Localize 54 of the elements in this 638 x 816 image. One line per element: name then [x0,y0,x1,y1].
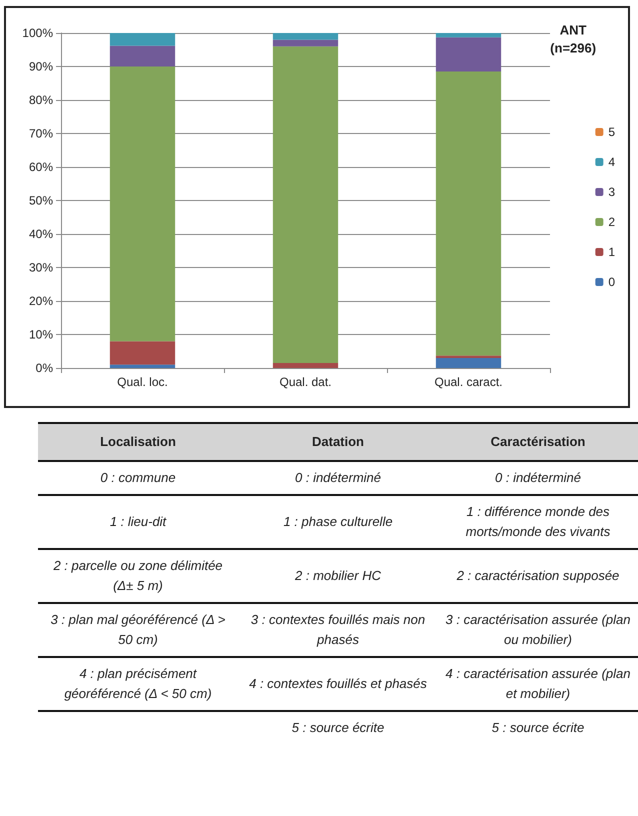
bar [110,364,176,368]
y-tick-label: 30% [28,260,54,274]
bar [436,72,502,356]
legend-label: 2 [608,215,616,229]
legend-label: 5 [608,125,616,139]
y-tick-label: 0% [36,361,54,375]
text: 3 : caractérisation assurée (plan ou mobilier) [444,611,632,649]
text: 1 : lieu-dit [108,513,168,531]
x-tick-label: Qual. dat. [279,375,332,389]
text: 5 : source écrite [490,719,586,737]
y-tick-label: 80% [28,93,54,107]
legend-label: 4 [608,155,616,169]
text: 4 : caractérisation assurée (plan et mobilier) [444,665,632,703]
text: 3 : contextes fouillés mais non phasés [250,611,426,649]
bar [110,46,176,66]
text: Localisation [99,433,177,451]
bar [436,33,502,38]
bar [272,33,338,40]
legend-label: 3 [608,185,616,199]
text: 0 : commune [99,469,177,487]
text: 4 : contextes fouillés et phasés [248,675,428,693]
legend-title: ANT (n=296) [550,22,596,56]
bar [436,358,502,368]
text: 4 : plan précisément géoréférencé (Δ < 50 cm) [63,665,213,703]
text: 1 : phase culturelle [282,513,394,531]
text: 2 : parcelle ou zone délimitée (Δ± 5 m) [52,557,224,595]
bar [110,33,176,46]
text: 0 : indéterminé [294,469,382,487]
bar [272,362,338,368]
bar [110,66,176,342]
y-tick-label: 40% [28,227,54,241]
bar [272,40,338,46]
y-tick-label: 100% [22,26,54,40]
legend-label: 0 [608,275,616,289]
bar [272,46,338,363]
legend-label: 1 [608,245,616,259]
bar [110,341,176,365]
y-tick-label: 50% [28,194,54,208]
y-tick-label: 70% [28,126,54,140]
text: 2 : caractérisation supposée [456,567,620,585]
y-tick-label: 10% [28,328,54,342]
text: 5 : source écrite [290,719,386,737]
text: 3 : plan mal géoréférencé (Δ > 50 cm) [50,611,226,649]
text: Datation [311,433,365,451]
bar [436,37,502,72]
x-tick-label: Qual. caract. [434,375,503,389]
y-tick-label: 20% [28,294,54,308]
y-tick-label: 90% [28,60,54,74]
text: 0 : indéterminé [494,469,582,487]
text: 2 : mobilier HC [294,567,382,585]
text: Caractérisation [490,433,586,451]
text: 1 : différence monde des morts/monde des vivants [464,503,612,541]
x-tick-label: Qual. loc. [117,375,168,389]
y-tick-label: 60% [28,160,54,174]
